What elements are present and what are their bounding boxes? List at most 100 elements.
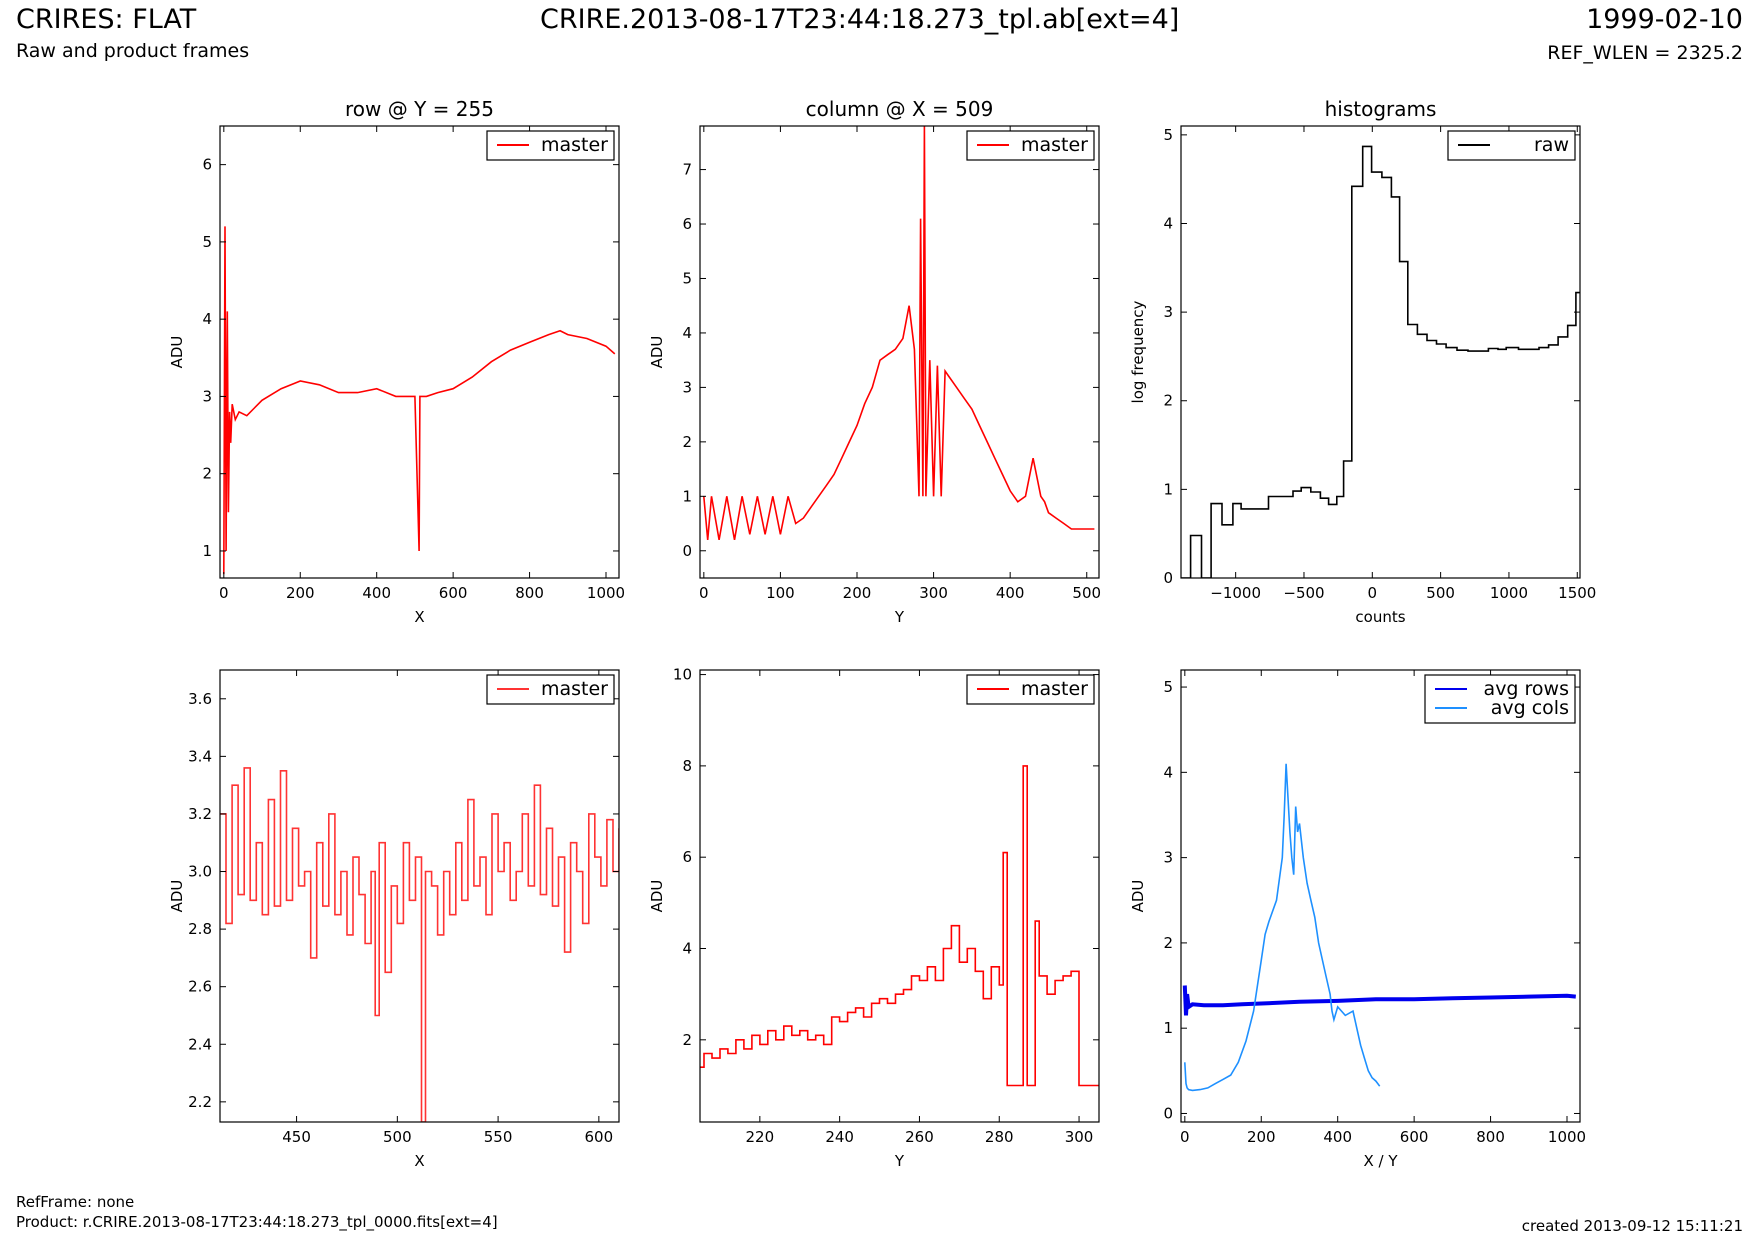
series-line-raw <box>1181 145 1580 578</box>
y-tick-label: 0 <box>682 542 692 560</box>
series-line-master <box>703 126 1095 541</box>
chart-title: column @ X = 509 <box>806 97 994 121</box>
y-axis-label: ADU <box>1129 880 1147 913</box>
y-tick-label: 4 <box>682 324 692 342</box>
y-tick-label: 2 <box>1163 934 1173 952</box>
x-tick-label: 200 <box>843 584 872 602</box>
chart-panel-5: 220 240 260 280 300 2 4 6 8 10 Y ADU master <box>648 666 1100 1170</box>
plot-frame <box>699 125 1100 579</box>
legend-label: avg rows <box>1484 678 1569 700</box>
y-tick-label: 7 <box>682 161 692 179</box>
y-tick-label: 0 <box>1163 1104 1173 1122</box>
y-tick-label: 3.0 <box>188 863 212 881</box>
y-axis-label: ADU <box>168 336 186 369</box>
y-tick-label: 8 <box>682 757 692 775</box>
page-title: CRIRES: FLAT <box>16 4 197 35</box>
x-tick-label: 500 <box>1426 584 1455 602</box>
x-tick-label: 450 <box>282 1128 311 1146</box>
chart-panel-2: 0 100 200 300 400 500 0 1 2 3 4 5 6 7 Y ADU column @ X =… <box>648 97 1101 626</box>
plot-frame <box>699 669 1100 1123</box>
x-tick-label: 400 <box>1323 1128 1352 1146</box>
series-line-master <box>223 226 616 575</box>
x-tick-label: 600 <box>1400 1128 1429 1146</box>
header-date: 1999-02-10 <box>1586 4 1743 35</box>
chart-panel-4: 450 500 550 600 2.2 2.4 2.6 2.8 3.0 3.2 3.4 3.6 X ADU… <box>168 669 620 1170</box>
x-tick-label: 1000 <box>1490 584 1528 602</box>
y-tick-label: 2.6 <box>188 978 212 996</box>
x-tick-label: 0 <box>699 584 709 602</box>
y-tick-label: 2 <box>202 465 212 483</box>
x-tick-label: 400 <box>996 584 1025 602</box>
y-axis-label: log frequency <box>1129 300 1147 403</box>
x-tick-label: 0 <box>219 584 229 602</box>
chart-panel-3: −1000 −500 0 500 1000 1500 0 1 2 3 4 5 counts log fre… <box>1129 97 1596 626</box>
x-tick-label: 200 <box>1247 1128 1276 1146</box>
x-tick-label: 260 <box>905 1128 934 1146</box>
y-tick-label: 2 <box>682 433 692 451</box>
series-line-master <box>700 765 1099 1087</box>
y-tick-label: 4 <box>202 310 212 328</box>
y-tick-label: 4 <box>1163 763 1173 781</box>
ref-frame: RefFrame: none <box>16 1193 135 1211</box>
x-axis-label: Y <box>894 1152 905 1170</box>
x-tick-label: 1000 <box>1548 1128 1586 1146</box>
chart-title: histograms <box>1325 97 1437 121</box>
plot-frame <box>1180 669 1581 1123</box>
x-tick-label: 1500 <box>1558 584 1596 602</box>
series-line-master <box>220 767 619 1122</box>
x-tick-label: 600 <box>585 1128 614 1146</box>
y-tick-label: 3.2 <box>188 805 212 823</box>
plot-frame <box>219 669 620 1123</box>
series-line-avg-rows <box>1182 985 1576 1016</box>
y-tick-label: 5 <box>202 233 212 251</box>
x-axis-label: counts <box>1355 608 1405 626</box>
y-tick-label: 2 <box>1163 392 1173 410</box>
x-tick-label: 0 <box>1180 1128 1190 1146</box>
file-name: CRIRE.2013-08-17T23:44:18.273_tpl.ab[ext… <box>540 4 1180 35</box>
page-subtitle: Raw and product frames <box>16 40 250 62</box>
chart-title: row @ Y = 255 <box>345 97 494 121</box>
y-tick-label: 2.2 <box>188 1093 212 1111</box>
y-tick-label: 3 <box>682 378 692 396</box>
y-tick-label: 5 <box>682 269 692 287</box>
x-tick-label: −500 <box>1283 584 1324 602</box>
legend-label: master <box>541 134 608 156</box>
y-tick-label: 2 <box>682 1031 692 1049</box>
y-tick-label: 4 <box>682 940 692 958</box>
product-name: Product: r.CRIRE.2013-08-17T23:44:18.273… <box>16 1213 498 1231</box>
x-tick-label: 500 <box>1072 584 1101 602</box>
x-tick-label: 600 <box>439 584 468 602</box>
x-tick-label: 1000 <box>587 584 625 602</box>
x-tick-label: 300 <box>1065 1128 1094 1146</box>
y-tick-label: 4 <box>1163 214 1173 232</box>
x-tick-label: 300 <box>919 584 948 602</box>
y-axis-label: ADU <box>168 880 186 913</box>
x-tick-label: 280 <box>985 1128 1014 1146</box>
legend-label: avg cols <box>1491 697 1569 719</box>
x-tick-label: −1000 <box>1210 584 1261 602</box>
y-tick-label: 0 <box>1163 569 1173 587</box>
y-tick-label: 6 <box>682 215 692 233</box>
y-tick-label: 6 <box>682 848 692 866</box>
x-tick-label: 500 <box>383 1128 412 1146</box>
chart-panel-1: 0 200 400 600 800 1000 1 2 3 4 5 6 X ADU row @ Y = 255… <box>168 97 625 626</box>
plot-frame <box>1180 125 1581 579</box>
x-tick-label: 800 <box>1476 1128 1505 1146</box>
y-tick-label: 1 <box>1163 480 1173 498</box>
x-axis-label: Y <box>894 608 905 626</box>
legend-box <box>1424 674 1576 724</box>
legend-label: raw <box>1534 134 1569 156</box>
y-tick-label: 2.8 <box>188 920 212 938</box>
series-line-avg-cols <box>1184 763 1381 1092</box>
x-tick-label: 400 <box>362 584 391 602</box>
y-tick-label: 1 <box>682 487 692 505</box>
legend-label: master <box>1021 678 1088 700</box>
x-axis-label: X <box>414 608 424 626</box>
x-tick-label: 800 <box>515 584 544 602</box>
x-tick-label: 220 <box>746 1128 775 1146</box>
y-tick-label: 3 <box>1163 303 1173 321</box>
y-tick-label: 2.4 <box>188 1035 212 1053</box>
y-tick-label: 3.4 <box>188 747 212 765</box>
y-tick-label: 6 <box>202 156 212 174</box>
